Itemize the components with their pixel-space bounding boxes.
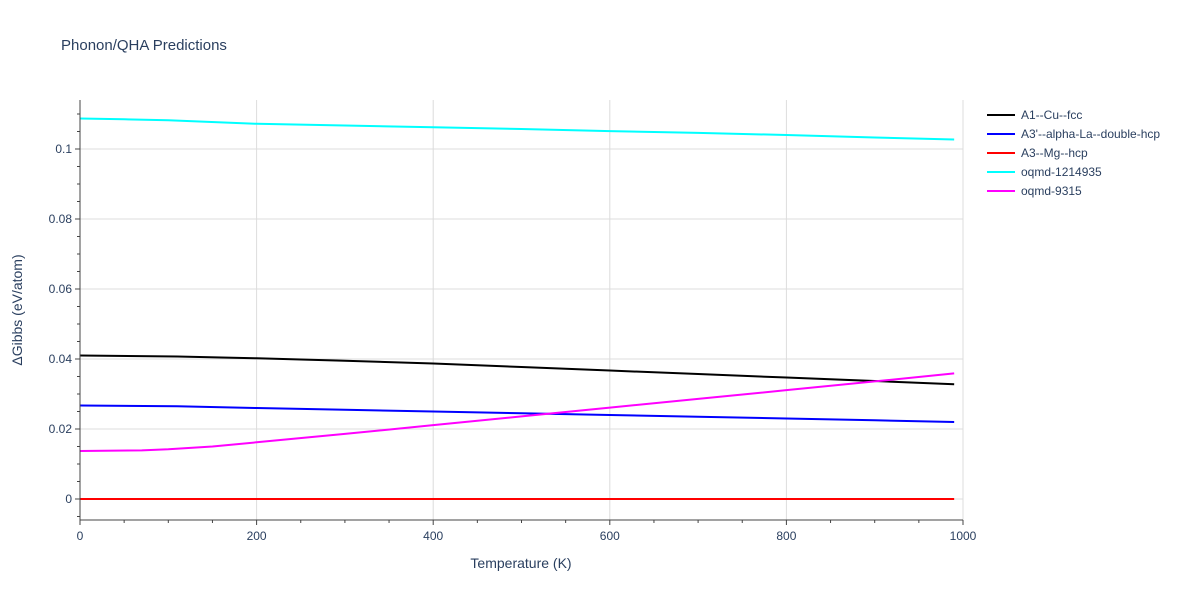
series-line-a1-cu-fcc (79, 354, 955, 386)
legend-item-oqmd-1214935[interactable]: oqmd-1214935 (987, 165, 1102, 179)
x-tick-label: 600 (600, 529, 620, 543)
y-tick-label: 0.06 (49, 282, 73, 296)
legend-label: A3--Mg--hcp (1021, 146, 1088, 160)
series-line-oqmd-1214935 (79, 117, 955, 141)
series-line-oqmd-9315 (79, 372, 955, 453)
x-tick-label: 200 (247, 529, 267, 543)
chart-title: Phonon/QHA Predictions (61, 37, 227, 54)
grid-lines (80, 100, 964, 520)
legend-item-a3-mg-hcp[interactable]: A3--Mg--hcp (987, 146, 1088, 160)
legend-item-oqmd-9315[interactable]: oqmd-9315 (987, 184, 1082, 198)
y-tick-label: 0.1 (55, 142, 72, 156)
x-tick-label: 400 (423, 529, 443, 543)
x-tick-label: 1000 (950, 529, 977, 543)
axes (75, 100, 964, 525)
x-axis-title: Temperature (K) (470, 555, 571, 571)
legend-label: A3'--alpha-La--double-hcp (1021, 127, 1160, 141)
legend-item-a1-cu-fcc[interactable]: A1--Cu--fcc (987, 108, 1082, 122)
y-tick-label: 0.04 (49, 352, 73, 366)
plot-area (79, 117, 955, 500)
legend-item-a3-alpha-la-double-hcp[interactable]: A3'--alpha-La--double-hcp (987, 127, 1160, 141)
tick-labels: 0 200 400 600 800 1000 0 0.02 0.04 0.06 0.08 0.1 (49, 142, 977, 543)
legend-label: A1--Cu--fcc (1021, 108, 1082, 122)
y-tick-label: 0.08 (49, 212, 73, 226)
y-tick-label: 0.02 (49, 422, 73, 436)
legend-label: oqmd-9315 (1021, 184, 1082, 198)
y-axis-title: ΔGibbs (eV/atom) (9, 254, 25, 365)
legend-label: oqmd-1214935 (1021, 165, 1102, 179)
x-tick-label: 0 (77, 529, 84, 543)
y-tick-label: 0 (65, 492, 72, 506)
legend: A1--Cu--fcc A3'--alpha-La--double-hcp A3--… (987, 108, 1160, 198)
series-line-a3-alpha-la-double-hcp (79, 404, 955, 423)
x-tick-label: 800 (776, 529, 796, 543)
